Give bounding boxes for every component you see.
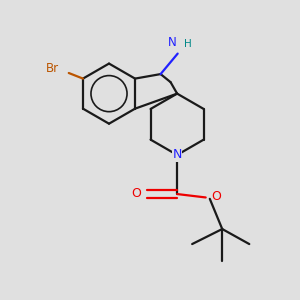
Text: O: O	[211, 190, 221, 203]
Text: H: H	[184, 40, 192, 50]
Text: N: N	[172, 148, 182, 161]
Text: O: O	[131, 187, 141, 200]
Text: Br: Br	[46, 62, 59, 75]
Text: N: N	[167, 37, 176, 50]
